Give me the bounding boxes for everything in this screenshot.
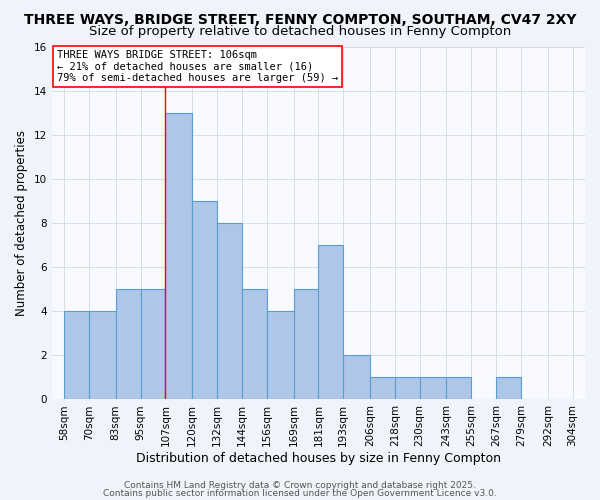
Bar [319, 245, 343, 400]
Bar [370, 378, 395, 400]
X-axis label: Distribution of detached houses by size in Fenny Compton: Distribution of detached houses by size … [136, 452, 501, 465]
Bar [293, 289, 319, 400]
Bar [89, 311, 116, 400]
Bar [166, 112, 192, 400]
Bar [343, 356, 370, 400]
Bar [116, 289, 140, 400]
Bar [192, 201, 217, 400]
Bar [266, 311, 293, 400]
Bar [64, 311, 89, 400]
Bar [419, 378, 446, 400]
Text: Contains HM Land Registry data © Crown copyright and database right 2025.: Contains HM Land Registry data © Crown c… [124, 481, 476, 490]
Bar [242, 289, 266, 400]
Bar [496, 378, 521, 400]
Text: THREE WAYS BRIDGE STREET: 106sqm
← 21% of detached houses are smaller (16)
79% o: THREE WAYS BRIDGE STREET: 106sqm ← 21% o… [57, 50, 338, 83]
Bar [140, 289, 166, 400]
Bar [217, 223, 242, 400]
Text: Contains public sector information licensed under the Open Government Licence v3: Contains public sector information licen… [103, 490, 497, 498]
Text: Size of property relative to detached houses in Fenny Compton: Size of property relative to detached ho… [89, 25, 511, 38]
Y-axis label: Number of detached properties: Number of detached properties [15, 130, 28, 316]
Bar [446, 378, 472, 400]
Text: THREE WAYS, BRIDGE STREET, FENNY COMPTON, SOUTHAM, CV47 2XY: THREE WAYS, BRIDGE STREET, FENNY COMPTON… [24, 12, 576, 26]
Bar [395, 378, 419, 400]
